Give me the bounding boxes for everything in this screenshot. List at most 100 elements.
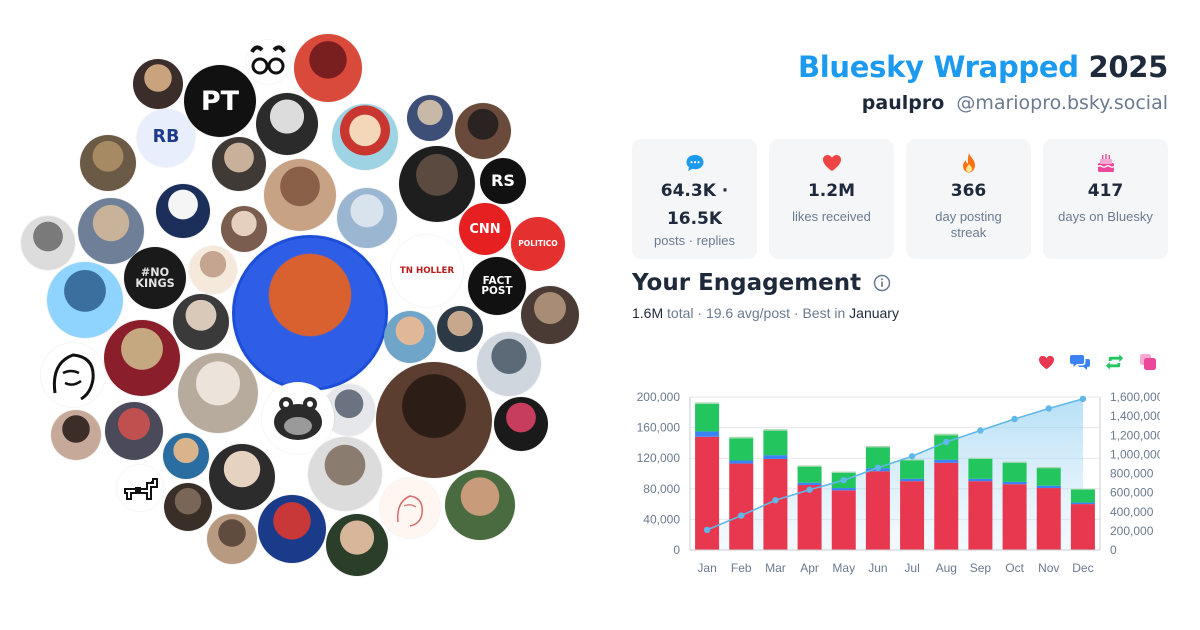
avatar[interactable] xyxy=(173,294,229,350)
avatar-pt-logo[interactable]: PT xyxy=(184,65,256,137)
legend-quotes-quote-icon[interactable] xyxy=(1138,352,1158,372)
bar-reposts[interactable] xyxy=(865,447,890,469)
bar-quotes[interactable] xyxy=(1036,466,1061,469)
avatar-fact-post[interactable]: FACT POST xyxy=(468,257,526,315)
bar-reposts[interactable] xyxy=(1002,462,1027,482)
avatar[interactable] xyxy=(47,262,123,338)
avatar[interactable] xyxy=(163,433,209,479)
avatar[interactable] xyxy=(384,311,436,363)
avatar[interactable] xyxy=(246,40,290,84)
bar-replies[interactable] xyxy=(1070,502,1095,505)
bar-quotes[interactable] xyxy=(1070,488,1095,490)
bar-replies[interactable] xyxy=(1036,485,1061,489)
avatar[interactable] xyxy=(294,34,362,102)
avatar[interactable] xyxy=(445,470,515,540)
avatar[interactable] xyxy=(256,93,318,155)
avatar[interactable] xyxy=(399,146,475,222)
bar-likes[interactable] xyxy=(797,484,822,550)
bar-reposts[interactable] xyxy=(1036,468,1061,486)
avatar-tn-holler[interactable]: TN HOLLER xyxy=(391,235,463,307)
avatar[interactable] xyxy=(221,206,267,252)
bar-quotes[interactable] xyxy=(1002,461,1027,463)
avatar-rb-logo[interactable]: RB xyxy=(137,109,195,167)
avatar-cnn-logo[interactable]: CNN xyxy=(459,203,511,255)
bar-replies[interactable] xyxy=(900,478,925,482)
avatar[interactable] xyxy=(477,332,541,396)
bar-quotes[interactable] xyxy=(695,402,720,404)
cumulative-point[interactable] xyxy=(874,464,882,471)
legend-replies-reply-icon[interactable] xyxy=(1070,352,1090,372)
bar-quotes[interactable] xyxy=(900,459,925,461)
avatar[interactable] xyxy=(521,286,579,344)
avatar[interactable] xyxy=(262,382,334,454)
cumulative-point[interactable] xyxy=(806,486,813,493)
bar-quotes[interactable] xyxy=(865,445,890,448)
avatar[interactable] xyxy=(332,104,398,170)
info-icon[interactable] xyxy=(873,274,891,292)
cumulative-point[interactable] xyxy=(943,438,950,446)
bar-likes[interactable] xyxy=(900,481,925,550)
bar-reposts[interactable] xyxy=(968,458,993,479)
avatar[interactable] xyxy=(380,478,440,538)
avatar[interactable] xyxy=(207,514,257,564)
avatar[interactable] xyxy=(21,216,75,270)
bar-likes[interactable] xyxy=(1002,484,1027,550)
avatar[interactable] xyxy=(494,397,548,451)
cumulative-point[interactable] xyxy=(1011,415,1018,423)
cumulative-point[interactable] xyxy=(1045,405,1052,412)
bar-replies[interactable] xyxy=(695,431,720,437)
avatar[interactable] xyxy=(133,59,183,109)
avatar[interactable] xyxy=(41,343,105,407)
avatar[interactable] xyxy=(407,95,453,141)
avatar[interactable] xyxy=(104,320,180,396)
bar-replies[interactable] xyxy=(797,482,822,485)
avatar-featured[interactable] xyxy=(232,235,388,391)
cumulative-point[interactable] xyxy=(840,476,847,484)
avatar[interactable] xyxy=(178,353,258,433)
bar-quotes[interactable] xyxy=(797,465,822,467)
bar-reposts[interactable] xyxy=(900,460,925,479)
bar-reposts[interactable] xyxy=(1070,489,1095,503)
bar-likes[interactable] xyxy=(865,471,890,550)
bar-replies[interactable] xyxy=(968,478,993,482)
avatar[interactable] xyxy=(258,495,326,563)
bar-likes[interactable] xyxy=(1036,488,1061,550)
bar-reposts[interactable] xyxy=(695,403,720,432)
avatar[interactable] xyxy=(189,246,237,294)
avatar[interactable] xyxy=(156,184,210,238)
bar-replies[interactable] xyxy=(763,455,788,459)
avatar[interactable] xyxy=(105,402,163,460)
cumulative-point[interactable] xyxy=(908,453,916,460)
cumulative-point[interactable] xyxy=(977,427,984,434)
cumulative-point[interactable] xyxy=(738,512,745,519)
legend-likes-heart-icon[interactable] xyxy=(1036,352,1056,372)
avatar[interactable] xyxy=(455,103,511,159)
bar-quotes[interactable] xyxy=(831,471,856,473)
bar-likes[interactable] xyxy=(729,463,754,550)
avatar[interactable] xyxy=(264,159,336,231)
bar-quotes[interactable] xyxy=(968,457,993,459)
bar-replies[interactable] xyxy=(831,488,856,491)
avatar[interactable] xyxy=(437,306,483,352)
avatar[interactable] xyxy=(376,362,492,478)
bar-quotes[interactable] xyxy=(763,429,788,431)
avatar[interactable] xyxy=(164,483,212,531)
legend-reposts-repost-icon[interactable] xyxy=(1104,352,1124,372)
avatar[interactable] xyxy=(80,135,136,191)
bar-replies[interactable] xyxy=(934,459,959,463)
avatar[interactable] xyxy=(209,444,275,510)
bar-reposts[interactable] xyxy=(763,430,788,456)
bar-quotes[interactable] xyxy=(934,433,959,436)
bar-quotes[interactable] xyxy=(729,436,754,439)
avatar[interactable] xyxy=(308,437,382,511)
bar-likes[interactable] xyxy=(831,490,856,550)
cumulative-point[interactable] xyxy=(772,497,779,504)
cumulative-point[interactable] xyxy=(1079,395,1087,403)
bar-replies[interactable] xyxy=(729,460,754,464)
bar-reposts[interactable] xyxy=(729,438,754,461)
cumulative-point[interactable] xyxy=(703,526,711,534)
bar-likes[interactable] xyxy=(1070,504,1095,550)
bar-likes[interactable] xyxy=(968,481,993,550)
bar-replies[interactable] xyxy=(1002,481,1027,485)
bar-likes[interactable] xyxy=(934,462,959,550)
